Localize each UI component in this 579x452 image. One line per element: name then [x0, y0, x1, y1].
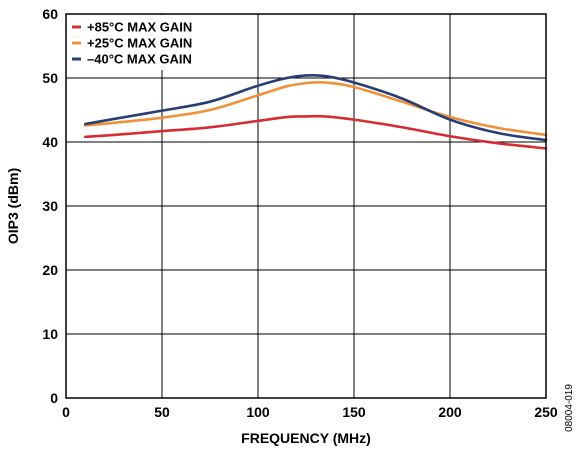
x-tick-label: 200 — [438, 404, 462, 420]
legend-label-85c: +85°C MAX GAIN — [87, 20, 192, 35]
y-tick-label: 40 — [42, 134, 58, 150]
x-axis-title: FREQUENCY (MHz) — [241, 430, 371, 446]
y-tick-label: 20 — [42, 262, 58, 278]
legend-label-25c: +25°C MAX GAIN — [87, 36, 192, 51]
y-tick-label: 60 — [42, 6, 58, 22]
y-tick-label: 0 — [50, 390, 58, 406]
legend-background — [67, 15, 225, 70]
x-tick-label: 100 — [246, 404, 270, 420]
x-tick-label: 250 — [534, 404, 558, 420]
legend: +85°C MAX GAIN+25°C MAX GAIN–40°C MAX GA… — [67, 15, 225, 70]
x-tick-label: 50 — [154, 404, 170, 420]
y-axis-title: OIP3 (dBm) — [5, 168, 21, 244]
series-line-minus40c — [83, 73, 548, 142]
series-line-25c — [83, 80, 548, 137]
tick-labels: 0 50 100 150 200 250 0 10 20 30 40 50 60 — [42, 6, 557, 420]
legend-label-minus40c: –40°C MAX GAIN — [87, 52, 192, 67]
x-tick-label: 150 — [342, 404, 366, 420]
plot-frame — [65, 13, 547, 399]
y-tick-label: 10 — [42, 326, 58, 342]
series-line-85c — [83, 114, 548, 150]
x-tick-label: 0 — [62, 404, 70, 420]
series-layer — [83, 73, 548, 150]
figure-id: 08004-019 — [564, 384, 575, 432]
y-tick-label: 50 — [42, 70, 58, 86]
y-tick-label: 30 — [42, 198, 58, 214]
grid — [66, 14, 546, 398]
